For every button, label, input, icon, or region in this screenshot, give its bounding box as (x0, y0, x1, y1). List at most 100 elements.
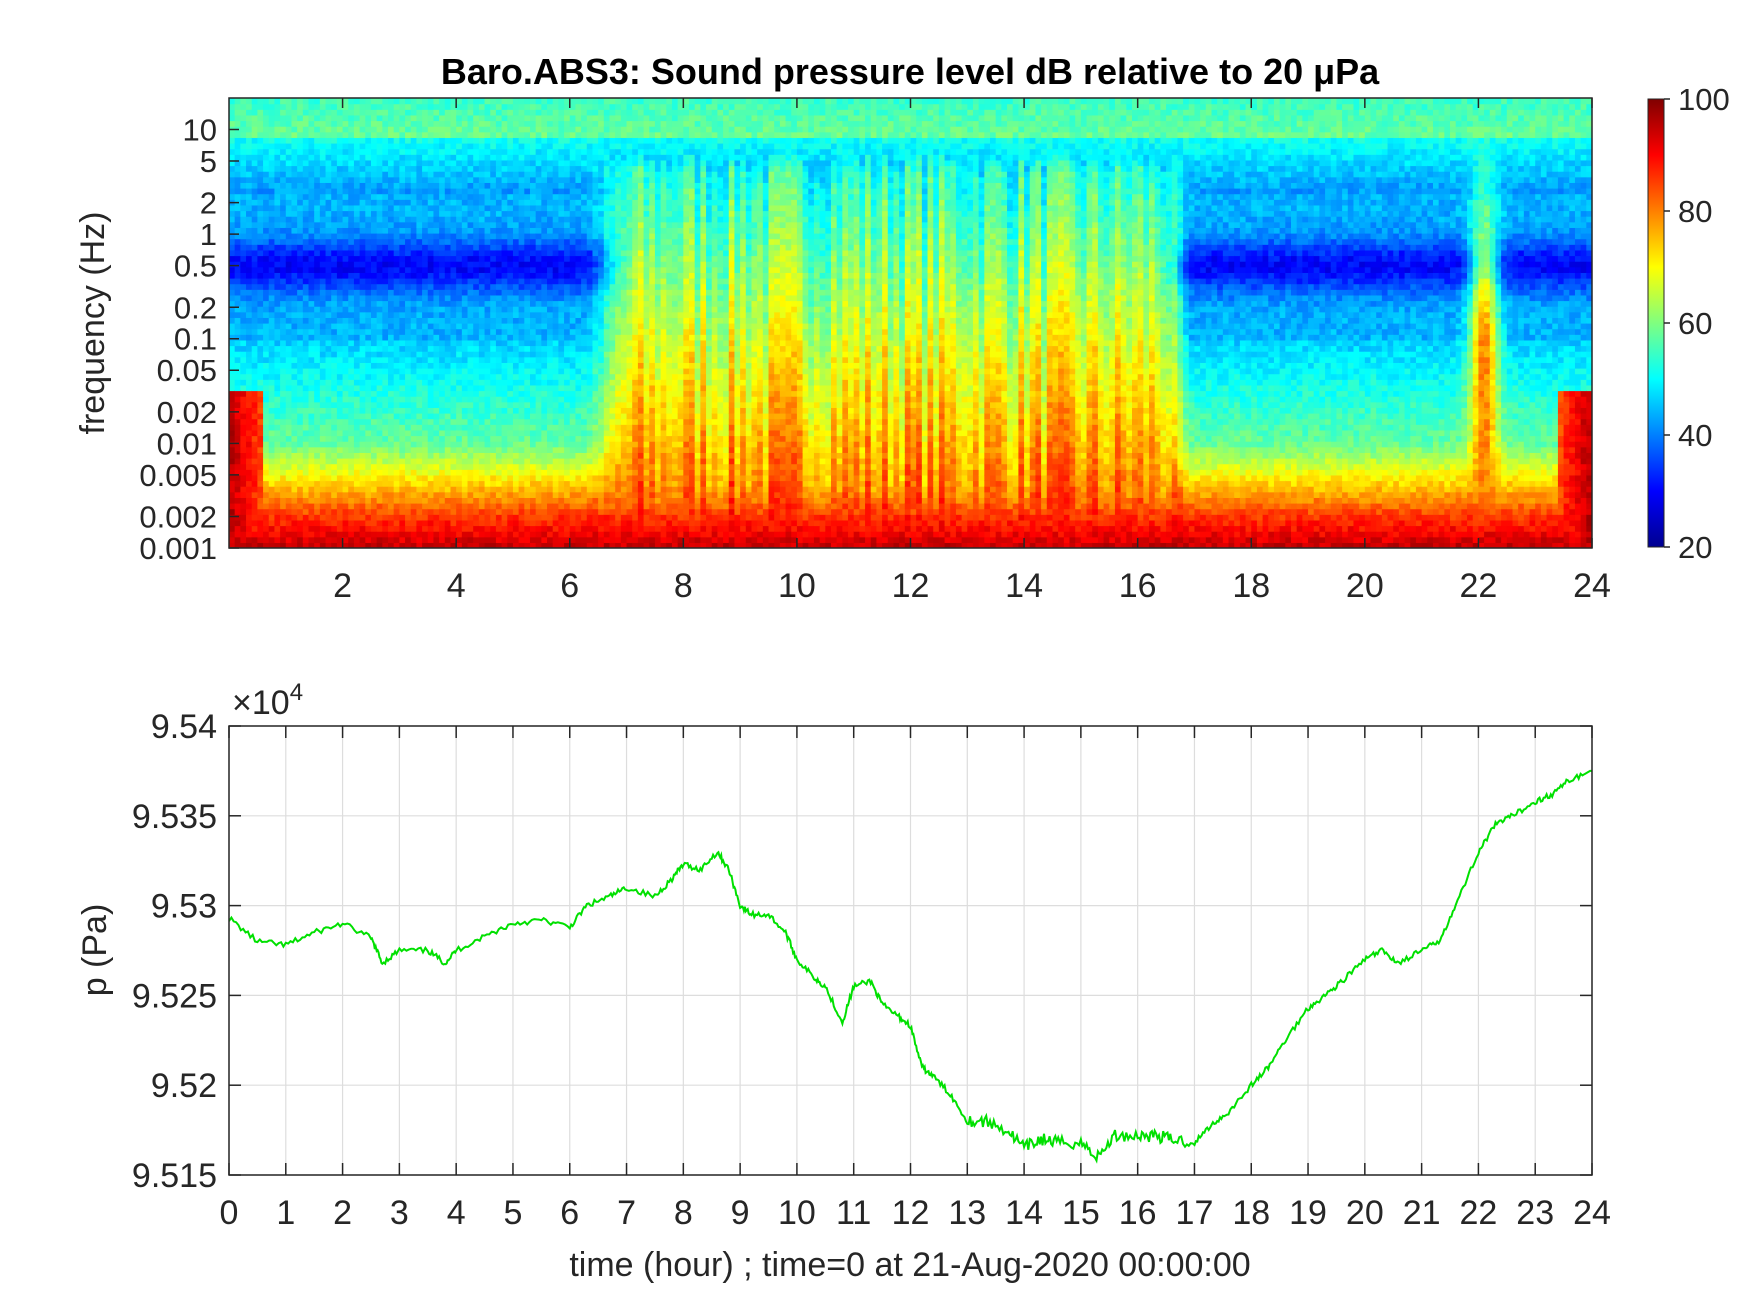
heatmap-cell (467, 143, 474, 150)
heatmap-cell (280, 390, 287, 397)
heatmap-cell (353, 474, 361, 482)
heatmap-cell (285, 469, 293, 476)
heatmap-cell (495, 233, 503, 240)
heatmap-cell (268, 351, 276, 358)
heatmap-cell (393, 154, 400, 161)
heatmap-cell (405, 519, 412, 527)
heatmap-cell (246, 255, 253, 262)
heatmap-cell (427, 441, 435, 448)
heatmap-cell (263, 126, 270, 133)
heatmap-cell (314, 216, 321, 223)
heatmap-cell (564, 379, 571, 386)
heatmap-cell (422, 323, 429, 330)
heatmap-cell (439, 233, 446, 240)
heatmap-cell (478, 255, 486, 262)
heatmap-cell (388, 362, 395, 369)
heatmap-cell (433, 120, 440, 127)
heatmap-cell (359, 345, 366, 352)
heatmap-cell (547, 238, 554, 245)
heatmap-cell (348, 458, 355, 465)
heatmap-cell (524, 531, 531, 538)
heatmap-cell (518, 542, 525, 548)
heatmap-cell (512, 503, 520, 510)
heatmap-cell (535, 379, 542, 386)
heatmap-cell (348, 356, 355, 363)
spectrogram-heatmap (229, 98, 1592, 548)
heatmap-cell (314, 98, 321, 105)
heatmap-cell (422, 373, 429, 380)
heatmap-cell (427, 407, 435, 414)
heatmap-cell (569, 148, 577, 155)
heatmap-cell (552, 407, 559, 414)
heatmap-cell (518, 210, 525, 217)
heatmap-cell (433, 227, 440, 234)
heatmap-cell (552, 486, 559, 493)
heatmap-cell (393, 452, 400, 459)
heatmap-cell (268, 452, 276, 459)
heatmap-cell (490, 390, 497, 397)
heatmap-cell (524, 429, 531, 437)
heatmap-cell (450, 525, 457, 532)
heatmap-cell (376, 216, 383, 223)
heatmap-cell (450, 407, 457, 414)
heatmap-cell (393, 261, 400, 268)
heatmap-cell (564, 227, 571, 234)
heatmap-cell (478, 176, 486, 183)
heatmap-cell (422, 446, 429, 453)
heatmap-cell (575, 103, 582, 110)
heatmap-cell (569, 351, 577, 358)
heatmap-cell (268, 525, 276, 532)
heatmap-cell (251, 272, 258, 279)
heatmap-cell (229, 519, 236, 527)
heatmap-cell (376, 294, 383, 302)
heatmap-cell (308, 261, 315, 268)
heatmap-cell (564, 98, 571, 105)
heatmap-cell (353, 418, 361, 425)
heatmap-cell (456, 216, 463, 223)
heatmap-cell (234, 458, 241, 465)
heatmap-cell (240, 373, 247, 380)
heatmap-cell (405, 458, 412, 465)
heatmap-cell (484, 514, 491, 521)
heatmap-cell (229, 351, 236, 358)
heatmap-cell (240, 323, 247, 330)
heatmap-cell (524, 463, 531, 470)
heatmap-cell (399, 204, 406, 212)
heatmap-cell (336, 491, 344, 498)
heatmap-cell (444, 323, 452, 330)
heatmap-cell (370, 396, 378, 403)
heatmap-cell (314, 418, 321, 425)
heatmap-cell (439, 474, 446, 482)
heatmap-cell (484, 334, 491, 341)
heatmap-cell (365, 390, 372, 397)
heatmap-cell (484, 199, 491, 206)
heatmap-cell (370, 424, 378, 431)
heatmap-cell (552, 233, 559, 240)
heatmap-cell (393, 536, 400, 543)
heatmap-cell (524, 300, 531, 307)
heatmap-cell (319, 306, 327, 313)
heatmap-cell (240, 171, 247, 178)
heatmap-cell (336, 131, 344, 138)
heatmap-cell (507, 255, 514, 262)
heatmap-cell (359, 154, 366, 161)
heatmap-cell (297, 199, 304, 206)
heatmap-cell (416, 165, 423, 172)
heatmap-cell (575, 480, 582, 487)
heatmap-cell (319, 103, 327, 110)
heatmap-cell (518, 171, 525, 178)
heatmap-cell (410, 328, 418, 335)
heatmap-cell (569, 176, 577, 183)
heatmap-cell (302, 278, 310, 285)
heatmap-cell (359, 525, 366, 532)
heatmap-cell (405, 384, 412, 392)
heatmap-cell (331, 171, 338, 178)
heatmap-cell (484, 294, 491, 302)
heatmap-cell (274, 261, 281, 268)
heatmap-cell (280, 120, 287, 127)
heatmap-cell (240, 351, 247, 358)
heatmap-cell (302, 266, 310, 273)
heatmap-cell (473, 503, 480, 510)
heatmap-cell (365, 486, 372, 493)
heatmap-cell (541, 272, 548, 279)
